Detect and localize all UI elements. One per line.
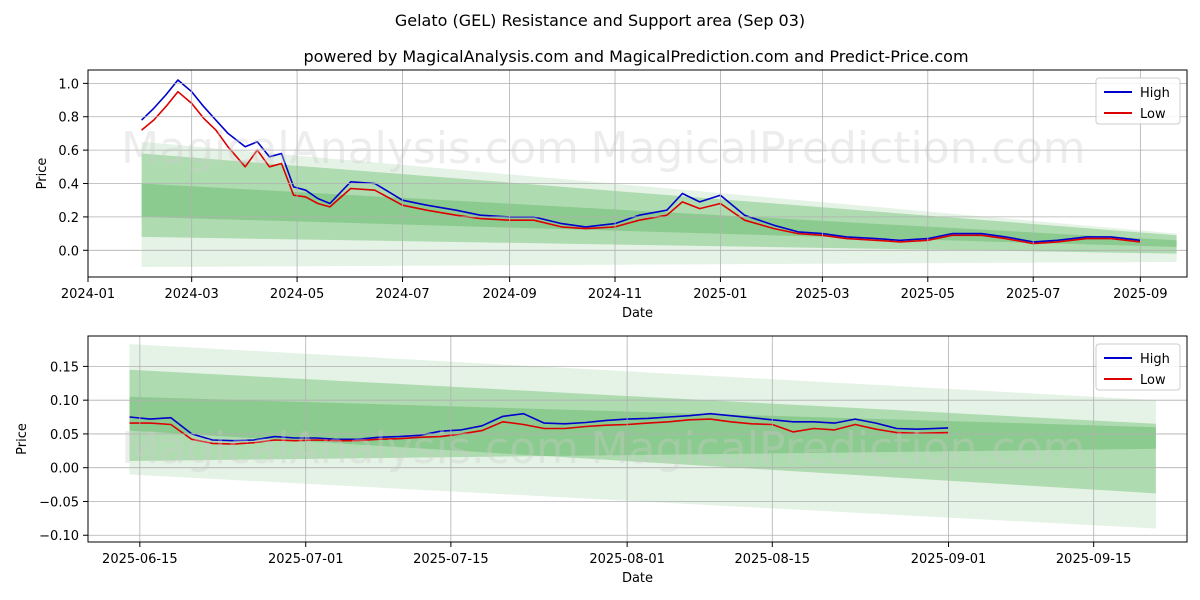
chart-subtitle: powered by MagicalAnalysis.com and Magic… [303, 47, 968, 66]
x-tick-label: 2024-01 [61, 287, 115, 302]
x-axis-label: Date [622, 571, 653, 586]
x-tick-label: 2024-07 [375, 287, 429, 302]
series-line-high [129, 412, 949, 442]
y-tick-label: 0.4 [58, 178, 79, 193]
x-tick-label: 2025-01 [693, 287, 747, 302]
x-tick-label: 2025-07-01 [268, 552, 344, 567]
x-tick-label: 2025-09-01 [911, 552, 987, 567]
x-tick-label: 2025-05 [901, 287, 955, 302]
plot-area [141, 79, 1177, 267]
top-chart-panel: MagicalAnalysis.com MagicalPrediction.com… [35, 69, 1188, 321]
x-tick-label: 2025-08-15 [735, 552, 811, 567]
y-tick-label: 0.05 [50, 428, 79, 443]
y-tick-label: 1.0 [58, 77, 79, 92]
support-resistance-band [129, 344, 1156, 529]
y-tick-label: 0.00 [50, 462, 79, 477]
axes-frame [87, 335, 1188, 543]
y-tick-label: 0.0 [58, 244, 79, 259]
y-tick-label: −0.10 [39, 529, 79, 544]
x-tick-label: 2025-07 [1006, 287, 1060, 302]
legend: High Low [1095, 343, 1181, 391]
axes-frame [87, 69, 1188, 278]
y-tick-label: 0.8 [58, 111, 79, 126]
support-resistance-band [141, 141, 1177, 267]
watermark-text: MagicalPrediction.com [591, 123, 1086, 174]
series-line-high [141, 79, 1141, 243]
x-tick-label: 2025-06-15 [102, 552, 178, 567]
x-axis-label: Date [622, 306, 653, 321]
y-axis-label: Price [15, 423, 30, 455]
x-tick-label: 2025-08-01 [589, 552, 665, 567]
legend: High Low [1095, 77, 1181, 125]
watermark-text: MagicalAnalysis.com [121, 423, 579, 474]
legend-label-high: High [1140, 352, 1170, 367]
y-tick-label: 0.6 [58, 144, 79, 159]
y-tick-label: −0.05 [39, 495, 79, 510]
support-resistance-band [129, 396, 1156, 461]
legend-label-low: Low [1140, 373, 1166, 388]
plot-area [129, 344, 1156, 529]
legend-label-high: High [1140, 86, 1170, 101]
support-resistance-band [141, 153, 1177, 254]
chart-title: Gelato (GEL) Resistance and Support area… [395, 11, 805, 30]
y-tick-label: 0.10 [50, 394, 79, 409]
series-line-low [141, 90, 1141, 245]
y-axis-label: Price [35, 158, 50, 190]
x-tick-label: 2025-07-15 [413, 552, 489, 567]
x-tick-label: 2025-09-15 [1056, 552, 1132, 567]
x-tick-label: 2024-03 [165, 287, 219, 302]
x-tick-label: 2024-05 [270, 287, 324, 302]
legend-label-low: Low [1140, 107, 1166, 122]
x-tick-label: 2025-03 [795, 287, 849, 302]
x-tick-label: 2024-11 [588, 287, 642, 302]
support-resistance-band [129, 369, 1156, 494]
watermark-text: MagicalPrediction.com [591, 423, 1086, 474]
bottom-chart-panel: MagicalAnalysis.com MagicalPrediction.com… [15, 335, 1188, 586]
x-tick-label: 2025-09 [1113, 287, 1167, 302]
y-tick-label: 0.2 [58, 211, 79, 226]
y-tick-label: 0.15 [50, 360, 79, 375]
x-tick-label: 2024-09 [482, 287, 536, 302]
series-line-low [129, 418, 949, 445]
watermark-text: MagicalAnalysis.com [121, 123, 579, 174]
